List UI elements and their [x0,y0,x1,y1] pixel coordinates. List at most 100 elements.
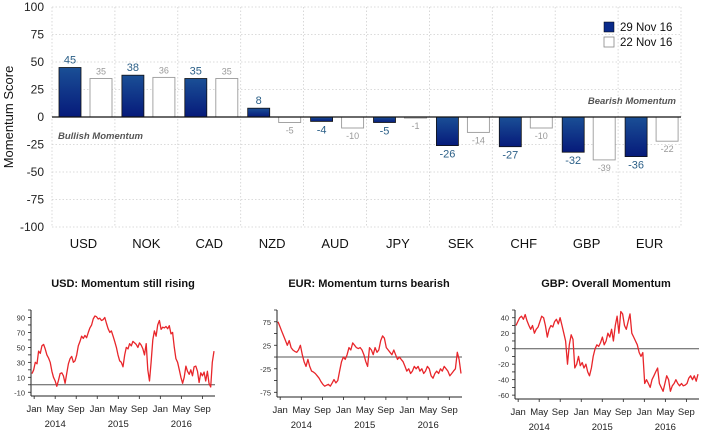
y-tick-label: -40 [498,376,509,385]
x-tick-label: GBP [573,236,600,251]
bar-29-nov-16 [247,107,271,118]
y-tick-label: 25 [263,341,271,350]
x-tick-label: CHF [510,236,537,251]
x-tick-label: May [419,405,437,416]
bar-29-nov-16 [373,116,396,123]
x-tick-label: Jan [637,407,652,418]
y-tick-label: 75 [263,318,271,327]
y-tick-label: 75 [31,28,45,42]
bar-22-nov-16 [152,76,176,118]
data-label-29-nov-16: 45 [64,55,76,67]
bar-22-nov-16 [655,116,679,142]
bar-29-nov-16 [561,116,585,153]
data-label-22-nov-16: -10 [535,131,548,141]
series-line-eur [277,321,462,387]
y-tick-label: 30 [17,358,25,367]
data-label-29-nov-16: 35 [190,66,202,78]
x-tick-label: Jan [273,405,288,416]
bar-22-nov-16 [592,116,616,161]
legend-label-old: 22 Nov 16 [620,37,672,49]
x-tick-label: CAD [196,236,223,251]
x-year-label: 2016 [171,419,192,430]
y-tick-label: -25 [27,138,45,152]
x-tick-label: May [656,407,674,418]
x-tick-label: Sep [615,407,632,418]
data-label-22-nov-16: -1 [411,121,419,131]
y-tick-label: 0 [37,110,44,124]
main-x-ticks: USD NOK CAD NZD AUD JPY SEK CHF GBP EUR [70,236,664,251]
data-label-22-nov-16: 36 [159,65,169,75]
x-tick-label: Jan [336,405,351,416]
y-tick-label: -25 [260,365,271,374]
y-tick-label: 20 [501,329,509,338]
y-tick-label: -100 [20,220,44,234]
bar-22-nov-16 [89,78,113,118]
x-year-label: 2016 [655,422,676,431]
bearish-annotation: Bearish Momentum [588,96,677,107]
eur-chart-title: EUR: Momentum turns bearish [288,278,450,290]
x-tick-label: NZD [259,236,286,251]
x-tick-label: Sep [194,404,211,415]
bar-29-nov-16 [121,74,145,118]
x-tick-label: Sep [552,407,569,418]
data-label-29-nov-16: -26 [439,149,455,161]
x-tick-label: May [593,407,611,418]
main-y-ticks: 100 75 50 25 0 -25 -50 -75 -100 [20,0,44,234]
data-label-22-nov-16: -14 [472,135,485,145]
x-tick-label: Sep [678,407,695,418]
x-tick-label: May [109,404,127,415]
x-tick-label: USD [70,236,97,251]
data-label-29-nov-16: -4 [317,124,327,136]
y-tick-label: -10 [14,388,25,397]
x-tick-label: Sep [441,405,458,416]
y-tick-label: -75 [260,388,271,397]
bar-29-nov-16 [498,116,522,148]
y-tick-label: 50 [17,343,25,352]
x-year-label: 2014 [529,422,550,431]
legend-swatch-old [603,36,615,48]
x-tick-label: Jan [90,404,105,415]
x-tick-label: May [356,405,374,416]
bar-29-nov-16 [624,116,648,157]
bullish-annotation: Bullish Momentum [58,131,144,142]
legend: 29 Nov 16 22 Nov 16 [603,21,672,49]
bar-29-nov-16 [58,67,82,118]
x-tick-label: May [530,407,548,418]
x-tick-label: EUR [636,236,663,251]
series-line-gbp [515,310,699,392]
y-tick-label: 10 [17,373,25,382]
y-tick-label: -50 [27,165,45,179]
y-tick-label: -60 [498,391,509,400]
data-label-29-nov-16: -5 [380,126,390,138]
data-label-22-nov-16: -10 [346,131,359,141]
legend-swatch-new [603,21,615,33]
bar-29-nov-16 [184,78,208,118]
main-bars: 45 35 38 36 35 35 8 -5 -4 -10 -5 -1 -26 -14 -27 -10 -32 -… [52,55,681,173]
gbp-chart-title: GBP: Overall Momentum [541,278,671,290]
x-tick-label: Sep [131,404,148,415]
x-tick-label: Jan [399,405,414,416]
x-tick-label: May [46,404,64,415]
main-grid [51,6,682,228]
x-tick-label: NOK [132,236,161,251]
y-tick-label: -20 [498,360,509,369]
bar-22-nov-16 [278,116,302,123]
x-tick-label: Jan [510,407,525,418]
data-label-22-nov-16: -5 [286,126,294,136]
bar-29-nov-16 [310,116,334,122]
x-tick-label: Jan [26,404,41,415]
bar-22-nov-16 [341,116,365,129]
data-label-29-nov-16: -27 [502,150,518,162]
data-label-29-nov-16: -36 [628,160,644,172]
legend-label-new: 29 Nov 16 [620,22,672,34]
y-tick-label: 50 [31,55,45,69]
x-tick-label: Sep [377,405,394,416]
y-tick-label: 0 [505,345,509,354]
x-tick-label: SEK [448,236,474,251]
data-label-22-nov-16: -22 [661,144,674,154]
data-label-22-nov-16: -39 [598,163,611,173]
x-tick-label: Sep [68,404,85,415]
x-year-label: 2015 [108,419,129,430]
